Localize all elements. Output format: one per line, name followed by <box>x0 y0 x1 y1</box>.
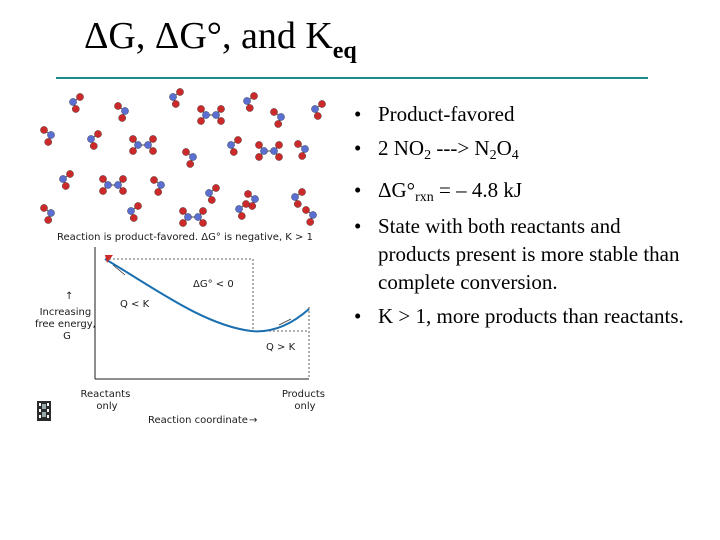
no2-molecule <box>169 88 184 108</box>
no2-molecule <box>302 206 317 226</box>
y-arrow: ↑ <box>65 291 73 302</box>
no2-molecule <box>243 92 258 112</box>
figure-caption: Reaction is product-favored. ΔG° is nega… <box>57 232 313 243</box>
no2-molecule <box>311 100 326 120</box>
bullet-product-favored: • Product-favored <box>354 102 515 126</box>
n2o4-molecule <box>179 207 207 227</box>
bullet-reaction: • 2 NO2 ---> N2O4 <box>354 136 519 163</box>
delta-g-label: ΔG° < 0 <box>193 279 234 290</box>
molecules-illustration <box>40 88 326 227</box>
n2o4-molecule <box>255 141 283 161</box>
bullet-list: • Product-favored • 2 NO2 ---> N2O4 • ΔG°rx… <box>354 100 685 330</box>
bullet-k-greater-than-one: • K > 1, more products than reactants. <box>354 304 684 328</box>
no2-molecule <box>291 188 306 208</box>
no2-molecule <box>59 170 74 190</box>
no2-molecule <box>205 184 220 204</box>
no2-molecule <box>69 93 84 113</box>
q-lt-k-label: Q < K <box>120 299 150 310</box>
q-lt-k-arrow <box>112 264 126 276</box>
film-icon <box>37 401 51 421</box>
no2-molecule <box>40 204 55 224</box>
slide-title: ΔG, ΔG°, and Keq <box>84 15 357 64</box>
no2-molecule <box>294 140 309 160</box>
products-only-label: Products only <box>282 389 328 412</box>
n2o4-molecule <box>197 105 225 125</box>
n2o4-molecule <box>129 135 157 155</box>
bullet-state-stability: • State with both reactants and products … <box>354 214 680 294</box>
no2-molecule <box>150 176 165 196</box>
no2-molecule <box>87 130 102 150</box>
no2-molecule <box>235 200 250 220</box>
reactants-only-label: Reactants only <box>81 389 134 412</box>
no2-molecule <box>114 102 129 122</box>
no2-molecule <box>244 190 259 210</box>
bullet-delta-g: • ΔG°rxn = – 4.8 kJ <box>354 178 523 205</box>
energy-diagram-figure: Reaction is product-favored. ΔG° is nega… <box>35 88 328 426</box>
reactants-marker <box>105 255 113 263</box>
no2-molecule <box>127 202 142 222</box>
title-underline <box>56 77 648 79</box>
no2-molecule <box>182 148 197 168</box>
n2o4-molecule <box>99 175 127 195</box>
y-axis-label: Increasing free energy, G <box>35 307 99 342</box>
no2-molecule <box>227 136 242 156</box>
q-gt-k-label: Q > K <box>266 342 296 353</box>
q-gt-k-arrow <box>278 318 292 326</box>
free-energy-curve <box>104 258 310 333</box>
no2-molecule <box>270 108 285 128</box>
x-axis-label: Reaction coordinate <box>148 415 248 426</box>
x-arrow: → <box>249 415 257 426</box>
no2-molecule <box>40 126 55 146</box>
